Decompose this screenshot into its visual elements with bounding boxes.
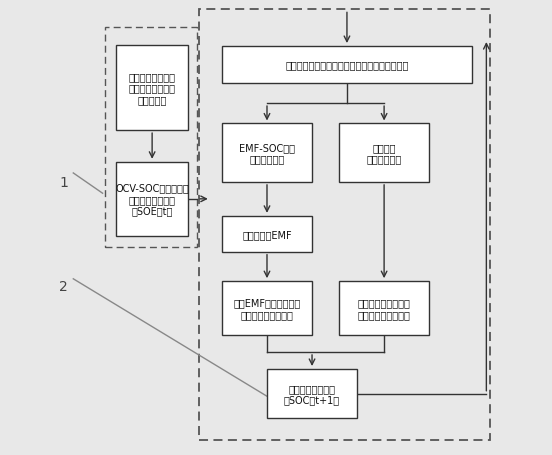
Text: 检测电池电压、温
度、静止时间、静
止前状态等: 检测电池电压、温 度、静止时间、静 止前状态等 [129, 71, 176, 105]
FancyBboxPatch shape [339, 282, 429, 335]
FancyBboxPatch shape [339, 124, 429, 182]
FancyBboxPatch shape [116, 162, 188, 237]
Text: 根据EMF、电流、时间
计算电池消耗的能量: 根据EMF、电流、时间 计算电池消耗的能量 [233, 298, 301, 319]
FancyBboxPatch shape [222, 124, 312, 182]
Text: 确定电动势EMF: 确定电动势EMF [242, 229, 292, 239]
Text: 检测电池温度、充放电倍率、充放电次数等参数: 检测电池温度、充放电倍率、充放电次数等参数 [285, 60, 408, 70]
FancyBboxPatch shape [222, 282, 312, 335]
Text: 2: 2 [59, 279, 68, 293]
Text: 根据修正后的电池容
量计算电池的总能量: 根据修正后的电池容 量计算电池的总能量 [358, 298, 411, 319]
Text: OCV-SOC曲线修正参
数确定，并计算初
始SOE（t）: OCV-SOC曲线修正参 数确定，并计算初 始SOE（t） [115, 183, 189, 216]
FancyBboxPatch shape [222, 47, 472, 84]
Text: EMF-SOC曲线
修正参数确定: EMF-SOC曲线 修正参数确定 [239, 142, 295, 164]
FancyBboxPatch shape [267, 369, 357, 419]
Text: 1: 1 [59, 176, 68, 190]
FancyBboxPatch shape [222, 216, 312, 252]
FancyBboxPatch shape [116, 46, 188, 131]
Text: 电池容量
修正参数确定: 电池容量 修正参数确定 [367, 142, 402, 164]
Text: 修正自放电率，计
算SOC（t+1）: 修正自放电率，计 算SOC（t+1） [284, 383, 340, 404]
